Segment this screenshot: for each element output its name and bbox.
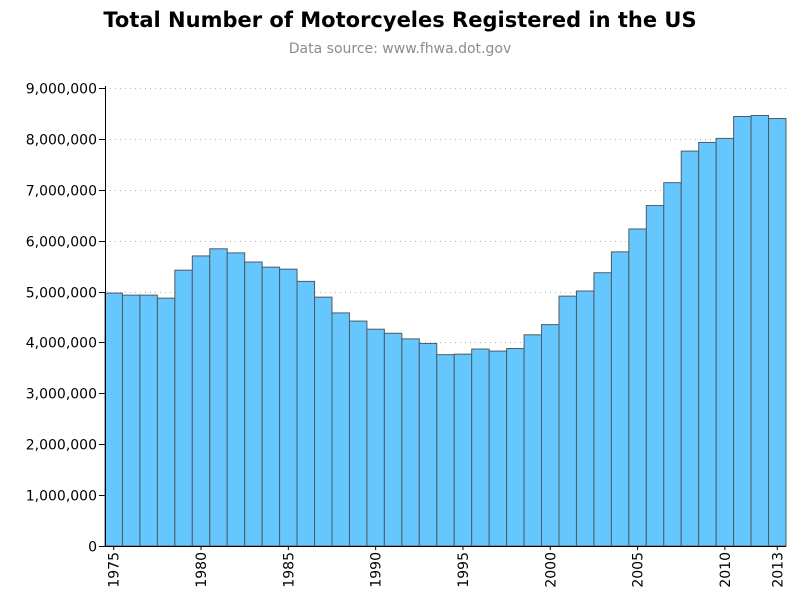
chart-subtitle: Data source: www.fhwa.dot.gov bbox=[288, 41, 512, 57]
x-tick-label: 2013 bbox=[770, 552, 786, 588]
y-tick-label: 8,000,000 bbox=[26, 133, 97, 149]
y-tick-label: 5,000,000 bbox=[26, 286, 97, 302]
y-tick-label: 0 bbox=[88, 540, 97, 556]
bar-1990 bbox=[366, 328, 385, 547]
y-tick-label: 3,000,000 bbox=[26, 387, 97, 403]
bar-2003 bbox=[593, 272, 612, 547]
y-tick-label: 6,000,000 bbox=[26, 235, 97, 251]
y-tick-label: 2,000,000 bbox=[26, 438, 97, 454]
bar-1979 bbox=[174, 269, 193, 547]
bar-1998 bbox=[506, 348, 525, 547]
x-tick-label: 1985 bbox=[281, 552, 297, 588]
chart-title: Total Number of Motorcyeles Registered i… bbox=[103, 8, 697, 32]
bar-2009 bbox=[698, 141, 717, 547]
bar-1975 bbox=[104, 292, 123, 547]
bar-2010 bbox=[715, 137, 735, 547]
bar-1988 bbox=[331, 312, 350, 547]
bar-2012 bbox=[750, 114, 770, 547]
bar-2002 bbox=[575, 290, 595, 547]
bar-1999 bbox=[523, 334, 543, 547]
bar-2001 bbox=[558, 295, 577, 547]
y-tick-label: 7,000,000 bbox=[26, 184, 97, 200]
bar-2011 bbox=[733, 116, 752, 547]
bar-2006 bbox=[645, 205, 665, 547]
bar-2007 bbox=[663, 182, 682, 547]
bar-1995 bbox=[453, 353, 473, 547]
bar-1981 bbox=[209, 248, 228, 547]
y-axis-ticks: 0 1,000,000 2,000,000 3,000,000 4,000,000 5,0… bbox=[26, 82, 105, 556]
bars bbox=[104, 114, 787, 547]
bar-2005 bbox=[628, 228, 647, 547]
bar-2008 bbox=[680, 150, 700, 547]
bar-2004 bbox=[610, 251, 630, 547]
bar-1983 bbox=[244, 261, 263, 547]
x-tick-label: 1990 bbox=[369, 552, 385, 588]
bar-1993 bbox=[418, 342, 438, 547]
bar-1985 bbox=[279, 268, 298, 547]
bar-1977 bbox=[139, 294, 158, 547]
x-tick-label: 1995 bbox=[456, 552, 472, 588]
x-tick-label: 2000 bbox=[543, 552, 559, 588]
bar-1989 bbox=[348, 320, 368, 547]
x-tick-label: 2010 bbox=[718, 552, 734, 588]
bar-2000 bbox=[541, 324, 560, 547]
x-tick-label: 1980 bbox=[194, 552, 210, 588]
bar-1994 bbox=[436, 354, 455, 547]
bar-1976 bbox=[121, 294, 141, 547]
bar-1986 bbox=[296, 280, 316, 547]
bar-1984 bbox=[261, 266, 281, 547]
bar-2013 bbox=[768, 118, 787, 547]
bar-1991 bbox=[383, 332, 403, 547]
bar-1997 bbox=[488, 350, 508, 547]
bar-1980 bbox=[191, 255, 211, 547]
bar-1982 bbox=[226, 252, 246, 547]
x-tick-label: 2005 bbox=[631, 552, 647, 588]
bar-1996 bbox=[471, 348, 490, 547]
y-tick-label: 9,000,000 bbox=[26, 82, 97, 98]
bar-1987 bbox=[314, 296, 333, 547]
y-tick-label: 1,000,000 bbox=[26, 489, 97, 505]
x-axis-ticks: 1975 1980 1985 1990 1995 2000 2005 2010 2013 bbox=[107, 546, 786, 588]
y-tick-label: 4,000,000 bbox=[26, 336, 97, 352]
bar-1992 bbox=[401, 338, 420, 547]
bar-1978 bbox=[156, 297, 176, 547]
x-tick-label: 1975 bbox=[107, 552, 123, 588]
